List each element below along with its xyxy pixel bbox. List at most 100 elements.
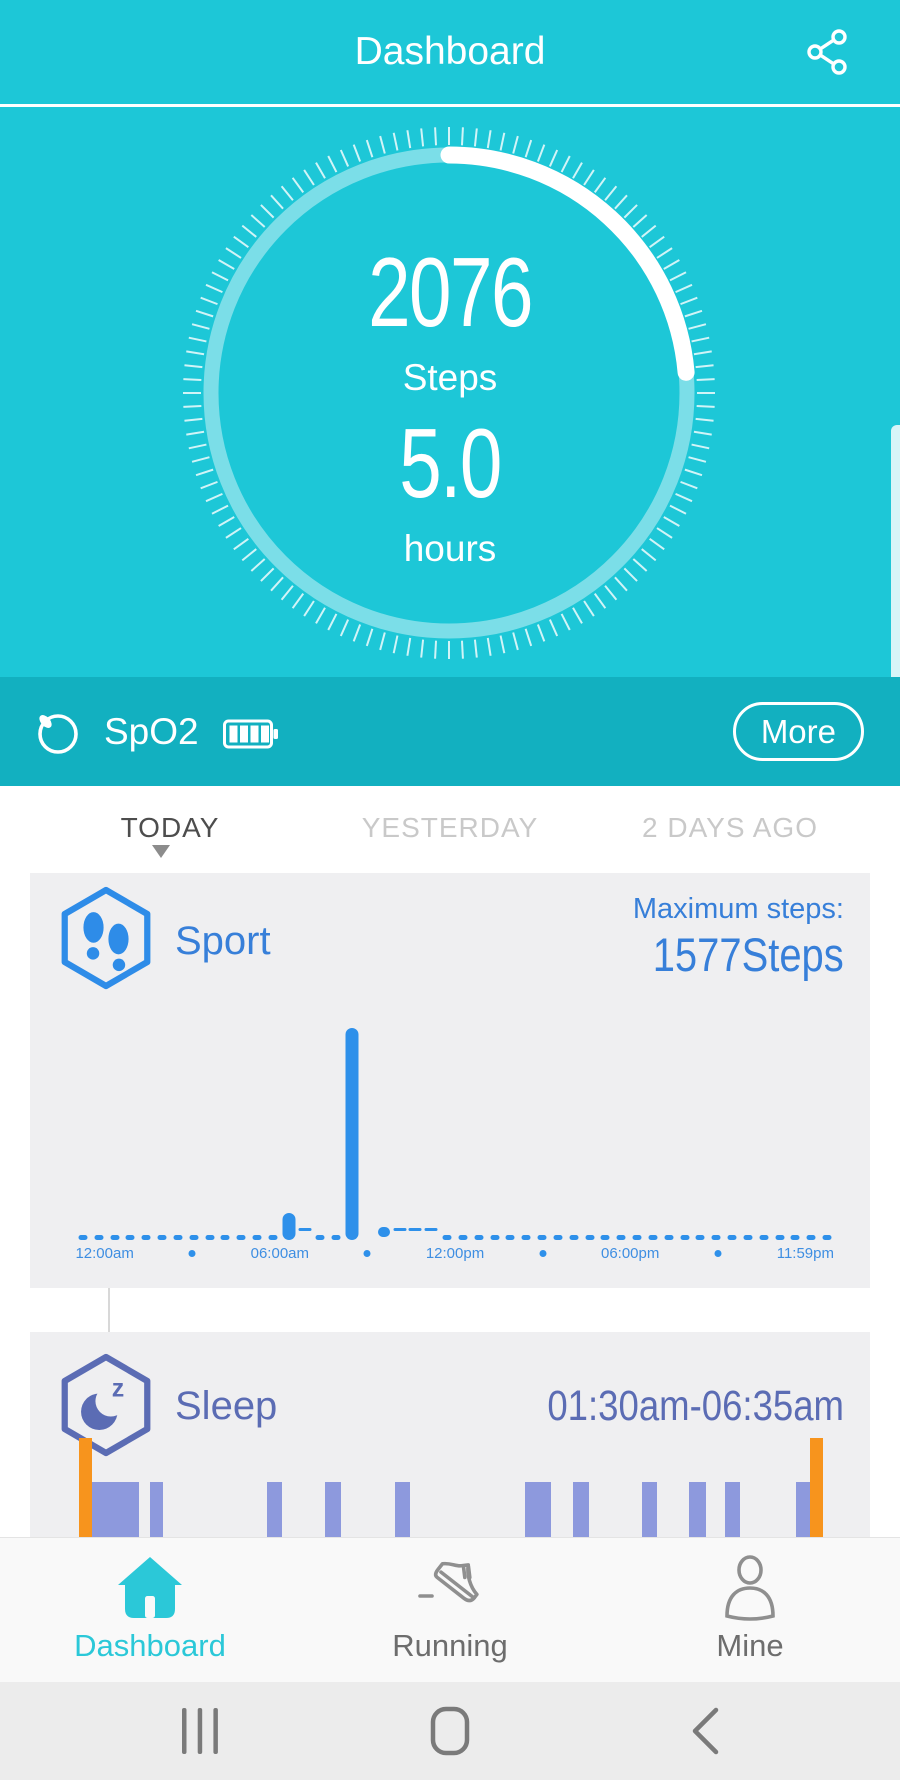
sport-chart-slot xyxy=(268,1235,278,1240)
sport-chart-slot xyxy=(490,1235,500,1240)
axis-minor-tick xyxy=(539,1250,547,1257)
axis-tick-label: 06:00pm xyxy=(600,1245,660,1262)
activity-ring xyxy=(183,127,715,659)
sport-chart-slot xyxy=(553,1235,563,1240)
scrollbar-thumb[interactable] xyxy=(891,425,900,705)
sport-chart-slot xyxy=(252,1235,262,1240)
back-chevron-icon xyxy=(692,1707,719,1755)
sport-max-steps: Maximum steps: 1577Steps xyxy=(619,891,844,983)
nav-running-label: Running xyxy=(392,1628,508,1663)
share-icon xyxy=(807,29,847,75)
max-steps-value: 1577Steps xyxy=(652,928,844,981)
sport-chart-slot xyxy=(790,1235,800,1240)
sport-card[interactable]: Sport Maximum steps: 1577Steps 12:00am 06… xyxy=(30,873,870,1288)
activity-ring-section: 2076 Steps 5.0 hours xyxy=(0,107,900,677)
system-nav-bar xyxy=(0,1682,900,1780)
axis-tick-label: 12:00pm xyxy=(425,1245,485,1262)
ring-center-text: 2076 Steps 5.0 hours xyxy=(0,243,900,567)
bottom-nav: Dashboard Running xyxy=(0,1537,900,1682)
sport-chart-slot xyxy=(521,1235,531,1240)
sport-chart-slot xyxy=(664,1235,674,1240)
sport-chart-slot xyxy=(727,1235,737,1240)
app-header: Dashboard xyxy=(0,0,900,104)
recent-apps-button[interactable] xyxy=(180,1682,220,1780)
sport-chart-slot xyxy=(743,1235,753,1240)
sport-chart-slot xyxy=(189,1235,199,1240)
sport-chart-slot xyxy=(315,1235,325,1240)
sport-chart-slot xyxy=(236,1235,246,1240)
tab-today[interactable]: TODAY xyxy=(120,812,220,843)
sport-chart-slot xyxy=(505,1235,515,1240)
steps-label: Steps xyxy=(402,357,498,398)
sport-chart-slot xyxy=(537,1235,547,1240)
sport-chart-slot xyxy=(282,1213,296,1240)
nav-mine[interactable]: Mine xyxy=(620,1538,880,1664)
axis-tick-label: 12:00am xyxy=(75,1245,134,1262)
nav-running[interactable]: Running xyxy=(320,1538,580,1664)
hours-value: 5.0 xyxy=(399,408,502,518)
sport-chart-slot xyxy=(600,1235,610,1240)
sport-chart-slot xyxy=(442,1235,452,1240)
sport-chart-slot xyxy=(298,1228,312,1231)
home-icon xyxy=(20,1550,280,1626)
running-shoe-icon xyxy=(320,1550,580,1626)
sport-chart-slot xyxy=(632,1235,642,1240)
sport-chart-slot xyxy=(331,1235,341,1240)
sport-chart-slot xyxy=(408,1228,422,1231)
sport-chart-slot xyxy=(94,1235,104,1240)
tab-yesterday[interactable]: YESTERDAY xyxy=(361,812,539,843)
sleep-time-range: 01:30am-06:35am xyxy=(547,1382,844,1430)
more-button[interactable]: More xyxy=(732,701,864,762)
sport-chart-slot xyxy=(695,1235,705,1240)
svg-text:z: z xyxy=(112,1374,124,1402)
sleep-card-title: Sleep xyxy=(175,1384,278,1428)
sport-chart-slot xyxy=(680,1235,690,1240)
axis-tick-label: 11:59pm xyxy=(776,1245,834,1262)
nav-dashboard-label: Dashboard xyxy=(74,1628,226,1663)
sport-card-title: Sport xyxy=(175,919,271,963)
axis-minor-tick xyxy=(363,1250,371,1257)
sport-chart-slot xyxy=(474,1235,484,1240)
sport-chart-slot xyxy=(345,1028,359,1240)
nav-mine-label: Mine xyxy=(716,1628,784,1663)
sport-chart-slot xyxy=(205,1235,215,1240)
device-name: SpO2 xyxy=(104,710,199,752)
sport-chart-slot xyxy=(377,1227,390,1237)
page-title: Dashboard xyxy=(354,30,546,73)
sport-chart-slot xyxy=(173,1235,183,1240)
sport-chart-x-axis: 12:00am 06:00am 12:00pm 06:00pm 11:59pm xyxy=(75,1245,835,1269)
sport-chart-slot xyxy=(806,1235,816,1240)
sport-chart-slot xyxy=(711,1235,721,1240)
share-button[interactable] xyxy=(804,28,852,76)
back-button[interactable] xyxy=(690,1682,720,1780)
sport-chart-slot xyxy=(220,1235,230,1240)
nav-dashboard[interactable]: Dashboard xyxy=(20,1538,280,1664)
sport-chart-slot xyxy=(78,1235,88,1240)
ring-device-icon xyxy=(38,713,78,754)
sport-chart-slot xyxy=(458,1235,468,1240)
sport-chart-slot xyxy=(125,1235,135,1240)
person-icon xyxy=(620,1550,880,1626)
sleep-moon-icon: z xyxy=(61,1353,151,1457)
sport-chart-slot xyxy=(141,1235,151,1240)
sport-chart-slot xyxy=(157,1235,167,1240)
sport-chart-slot xyxy=(110,1235,120,1240)
axis-tick-label: 06:00am xyxy=(250,1245,309,1262)
hours-label: hours xyxy=(403,528,497,569)
home-squircle-icon xyxy=(430,1706,470,1756)
card-gap-divider xyxy=(108,1288,110,1332)
sport-chart-slot xyxy=(585,1235,595,1240)
battery-icon xyxy=(222,719,278,748)
day-tabs: TODAY YESTERDAY 2 DAYS AGO xyxy=(30,786,870,873)
axis-minor-tick xyxy=(188,1250,196,1257)
active-tab-caret-icon xyxy=(152,845,170,858)
tab-2-days-ago[interactable]: 2 DAYS AGO xyxy=(642,812,818,843)
home-button[interactable] xyxy=(430,1682,470,1780)
device-bar: SpO2 More xyxy=(0,677,900,786)
header-divider xyxy=(0,104,900,107)
axis-minor-tick xyxy=(714,1250,722,1257)
max-steps-label: Maximum steps: xyxy=(632,893,844,925)
sport-chart-slot xyxy=(775,1235,785,1240)
sport-chart-slot xyxy=(648,1235,658,1240)
sport-step-chart[interactable] xyxy=(75,1028,835,1240)
